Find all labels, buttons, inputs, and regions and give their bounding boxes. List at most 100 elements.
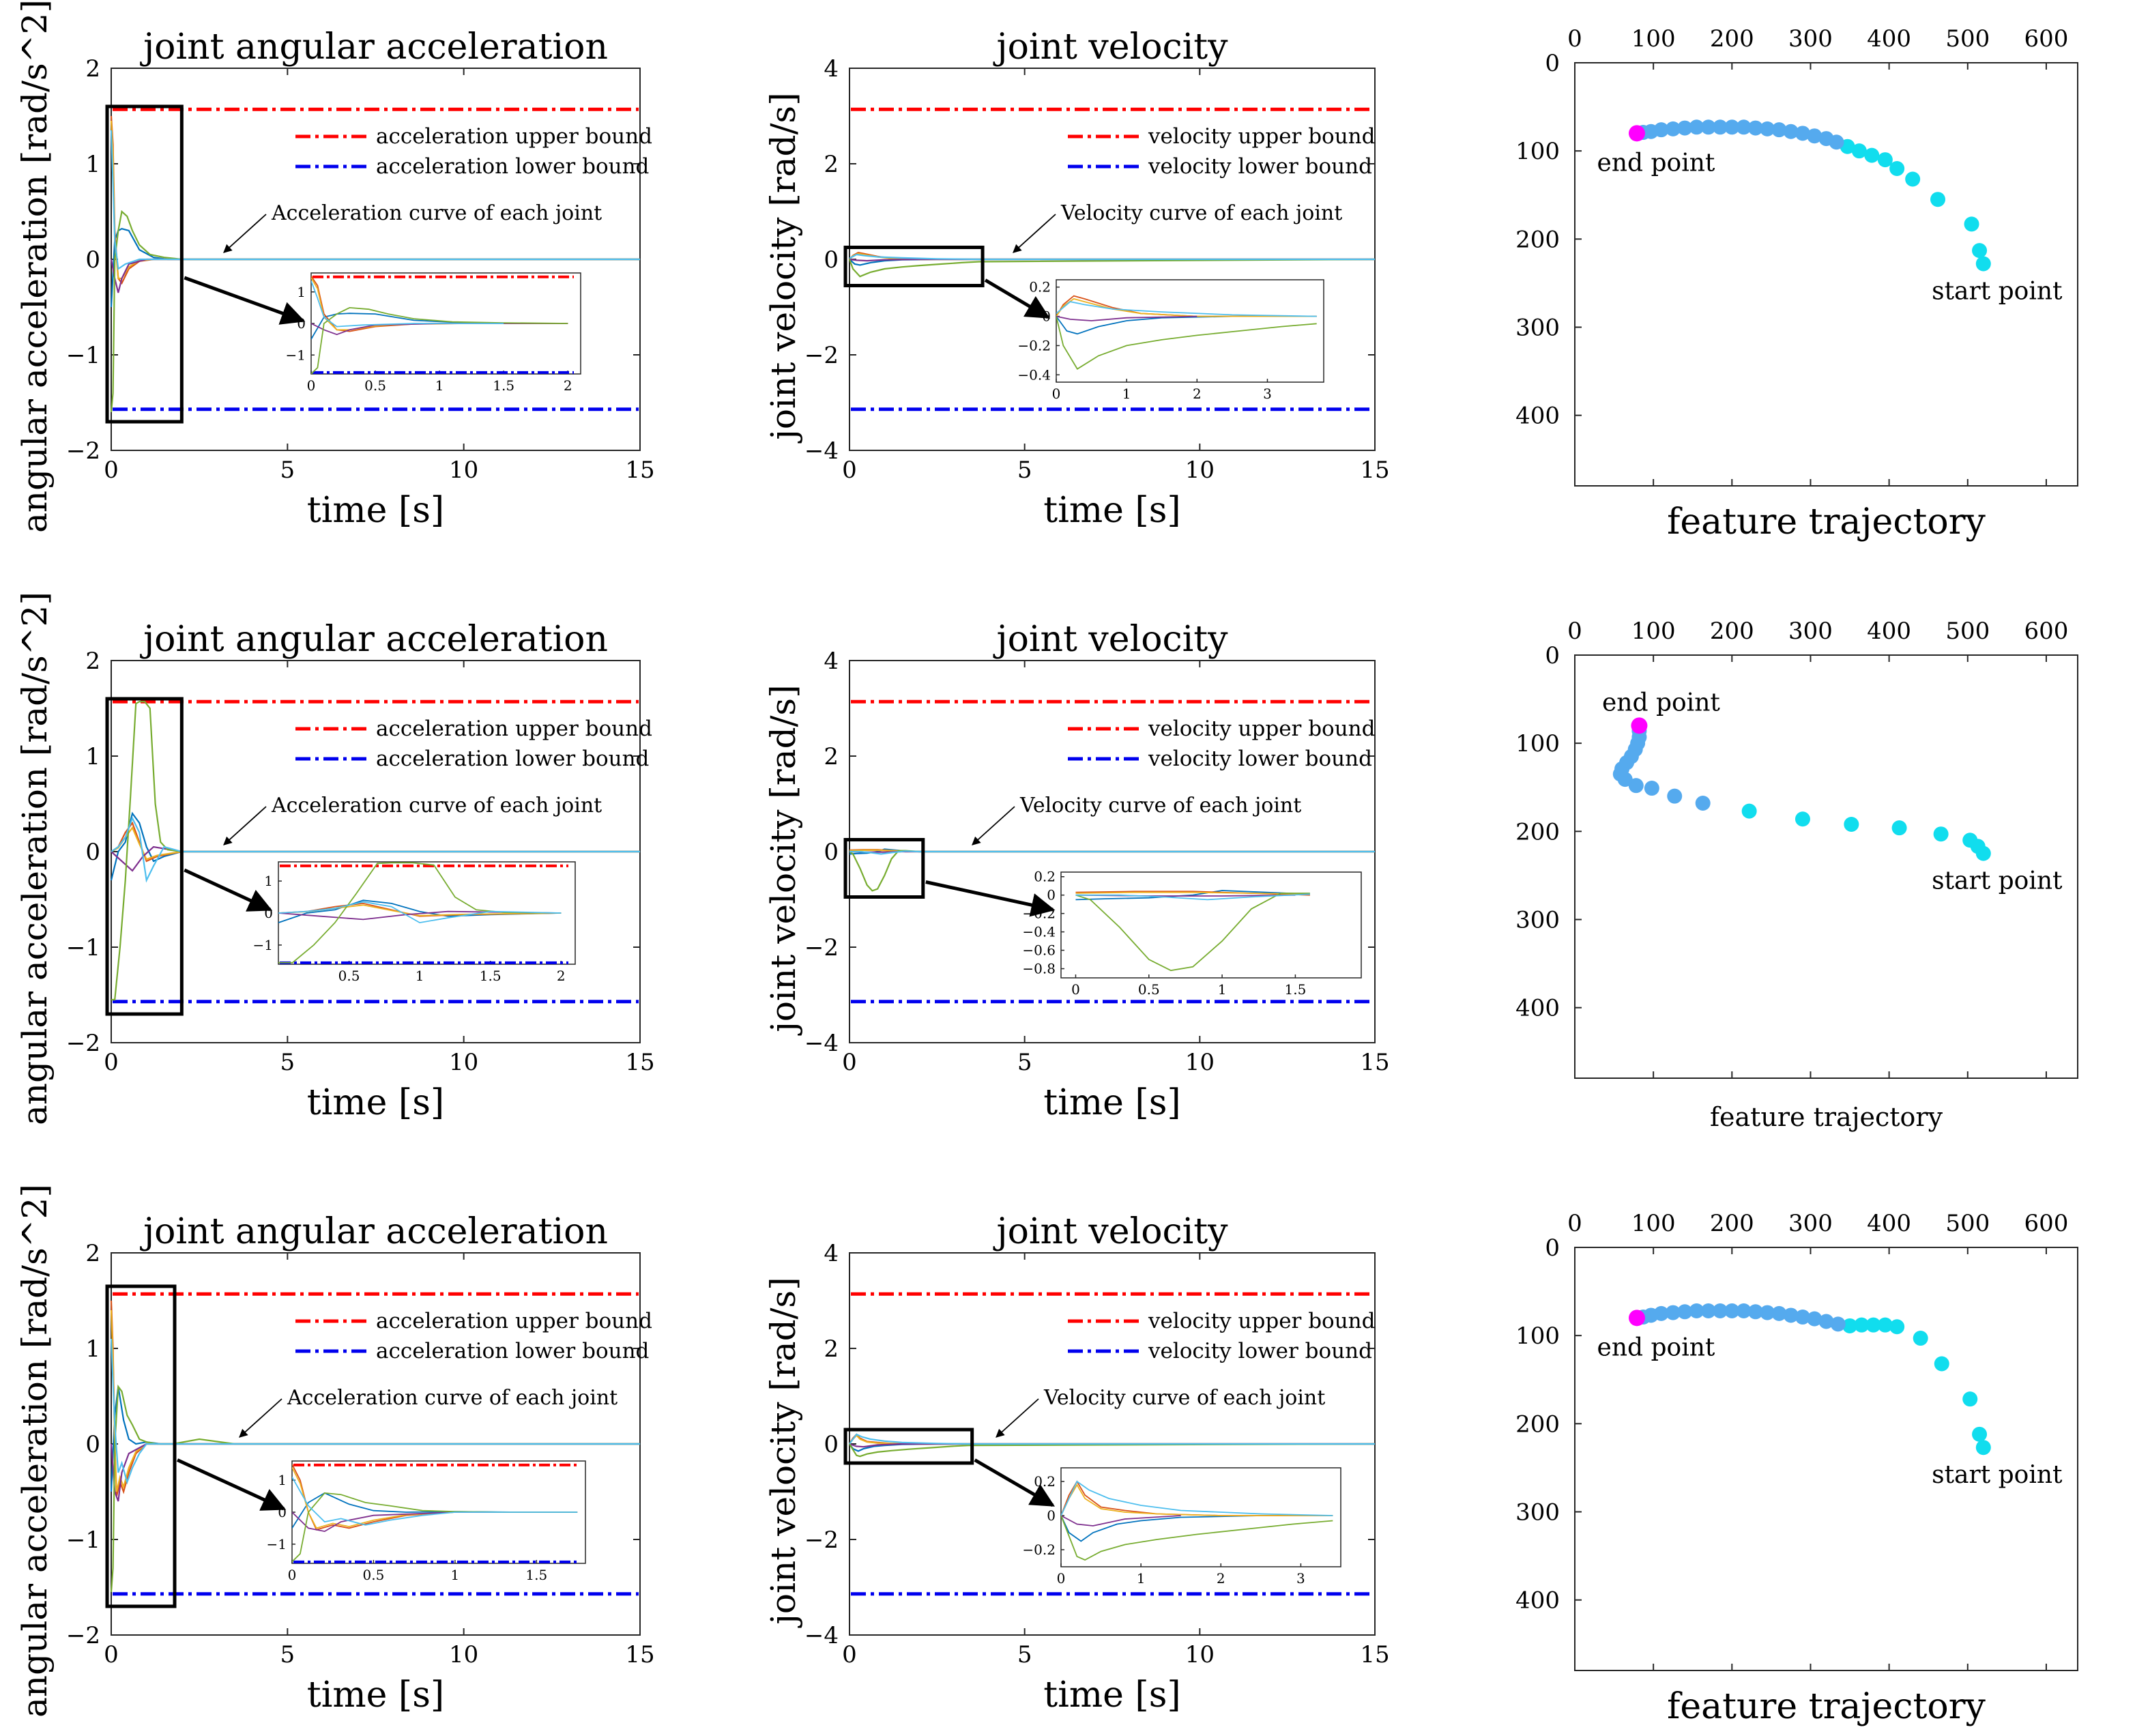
inset-x-tick-label: 0	[1071, 981, 1080, 998]
trajectory-point	[1665, 121, 1681, 136]
x-tick-label: 0	[842, 1641, 857, 1668]
y-tick-label: −4	[804, 437, 839, 465]
y-tick-label: 0	[824, 839, 839, 866]
legend-label-lower: acceleration lower bound	[376, 1339, 649, 1363]
legend-label-lower: acceleration lower bound	[376, 154, 649, 179]
legend-label-upper: acceleration upper bound	[376, 124, 652, 149]
x-tick-label: 5	[280, 1641, 295, 1668]
trajectory-point	[1865, 1317, 1881, 1333]
chart-title: joint angular acceleration	[140, 1211, 608, 1252]
inset-x-tick-label: 0.5	[338, 968, 360, 984]
inset-series-line	[1075, 893, 1310, 901]
inset-y-tick-label: −1	[267, 1536, 287, 1552]
trajectory-point	[1700, 119, 1716, 135]
series-line	[111, 816, 640, 883]
trajectory-point	[1795, 126, 1810, 141]
x-tick-label: 5	[1017, 1641, 1032, 1668]
trajectory-point	[1807, 1311, 1822, 1327]
legend-label-upper: acceleration upper bound	[376, 717, 652, 741]
trajectory-point	[1677, 1304, 1693, 1320]
inset-x-tick-label: 2	[564, 377, 572, 394]
x-tick-label: 500	[1945, 618, 1990, 645]
inset-x-tick-label: 0.5	[364, 377, 386, 394]
zoom-arrow	[984, 278, 1051, 319]
x-tick-label: 5	[280, 457, 295, 484]
x-tick-label: 500	[1945, 1210, 1990, 1237]
y-tick-label: 100	[1515, 730, 1560, 757]
y-axis-label: angular acceleration [rad/s^2]	[15, 0, 55, 533]
inset-series-line	[1075, 890, 1310, 901]
inset-series-group	[1061, 1480, 1333, 1561]
inset-x-tick-label: 1.5	[480, 968, 502, 984]
series-line	[849, 850, 1375, 855]
inset-y-tick-label: 0.2	[1034, 869, 1056, 885]
annotation-text: Acceleration curve of each joint	[287, 1386, 618, 1410]
inset-y-tick-label: 1	[278, 1472, 287, 1488]
inset-y-tick-label: 0	[297, 315, 306, 332]
x-axis-label: time [s]	[1043, 1675, 1180, 1716]
inset-x-tick-label: 3	[1263, 386, 1272, 402]
x-tick-label: 0	[1567, 25, 1582, 53]
end-point-label: end point	[1597, 1333, 1715, 1361]
inset-x-tick-label: 1	[1218, 981, 1227, 998]
chart-title: joint velocity	[993, 619, 1228, 660]
y-tick-label: 400	[1515, 403, 1560, 430]
trajectory-point	[1644, 781, 1659, 796]
series-line	[110, 1338, 640, 1485]
x-tick-label: 400	[1867, 1210, 1911, 1237]
trajectory-point	[1818, 1314, 1834, 1329]
y-tick-label: 4	[824, 55, 839, 83]
trajectory-point	[1695, 796, 1711, 811]
trajectory-point	[1665, 1305, 1681, 1320]
trajectory-point	[1795, 1310, 1810, 1325]
y-tick-label: 200	[1515, 1410, 1560, 1438]
trajectory-point	[1844, 817, 1859, 832]
inset-x-tick-label: 0.5	[1138, 981, 1160, 998]
series-line	[111, 701, 640, 1001]
inset-x-tick-label: 0	[307, 377, 316, 394]
y-tick-label: −4	[804, 1030, 839, 1057]
y-axis-label: joint velocity [rad/s]	[764, 1277, 803, 1628]
y-tick-label: −1	[66, 1527, 100, 1554]
legend-label-lower: velocity lower bound	[1148, 747, 1372, 771]
x-tick-label: 100	[1631, 25, 1676, 53]
start-point-label: start point	[1932, 867, 2063, 895]
y-tick-label: −2	[804, 934, 839, 961]
x-tick-label: 200	[1710, 1210, 1754, 1237]
trajectory-point	[1677, 120, 1693, 136]
x-tick-label: 100	[1631, 1210, 1676, 1237]
zoom-arrow	[184, 276, 306, 325]
y-axis-label: joint velocity [rad/s]	[764, 684, 803, 1035]
trajectory-point	[1830, 1316, 1846, 1332]
inset-y-tick-label: −1	[253, 937, 273, 953]
chart-title: joint angular acceleration	[140, 619, 608, 660]
y-tick-label: 2	[824, 151, 839, 178]
series-line	[110, 209, 640, 413]
inset-y-tick-label: 0.2	[1029, 279, 1051, 295]
inset-x-tick-label: 2	[1217, 1570, 1225, 1587]
y-tick-label: 0	[1545, 50, 1560, 77]
y-tick-label: 300	[1515, 315, 1560, 342]
trajectory-point	[1964, 216, 1979, 232]
trajectory-point	[1700, 1303, 1716, 1318]
x-axis-label: feature trajectory	[1667, 502, 1986, 542]
x-tick-label: 200	[1710, 25, 1754, 53]
inset-y-tick-label: 0	[1047, 887, 1056, 903]
y-axis-label: angular acceleration [rad/s^2]	[15, 1184, 55, 1718]
x-axis-label: feature trajectory	[1710, 1102, 1943, 1132]
y-tick-label: 300	[1515, 907, 1560, 934]
trajectory-point	[1713, 1303, 1728, 1318]
chart-title: joint angular acceleration	[140, 27, 608, 68]
trajectory-point	[1851, 143, 1867, 159]
y-tick-label: −2	[804, 342, 839, 369]
start-point-label: start point	[1932, 278, 2063, 306]
series-line	[848, 258, 1376, 278]
inset-plot: 0.5 1 1.5 2 −1 0 1	[253, 861, 576, 984]
trajectory-point	[1783, 124, 1799, 139]
y-tick-label: 1	[85, 743, 100, 770]
x-tick-label: 15	[625, 1049, 654, 1076]
x-tick-label: 5	[1017, 457, 1032, 484]
traj2-panel: 0 100 200 300 400 500 600 0 100 200 300 400 feature …	[1515, 618, 2078, 1132]
zoom-box	[843, 838, 925, 899]
